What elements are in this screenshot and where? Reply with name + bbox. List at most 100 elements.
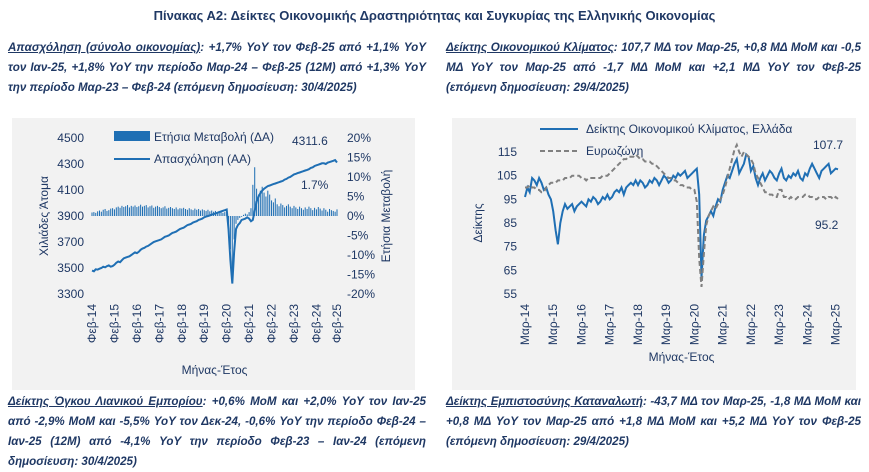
yoy-bar (128, 207, 130, 216)
consumer-paragraph: Δείκτης Εμπιστοσύνης Καταναλωτή: -43,7 Μ… (446, 392, 861, 452)
y-left-tick-label: 4500 (57, 131, 84, 145)
yoy-bar (233, 216, 235, 240)
yoy-bar (175, 207, 177, 216)
yoy-bar (334, 211, 336, 216)
yoy-bar (293, 205, 295, 216)
yoy-bar (282, 205, 284, 216)
yoy-bar (291, 208, 293, 216)
consumer-text: : -43,7 ΜΔ τον Μαρ-25, -1,8 ΜΔ MoM και +… (446, 395, 861, 448)
yoy-bar (145, 205, 147, 216)
retail-text: : +0,6% MoM και +2,0% YoY τον Ιαν-25 από… (8, 395, 426, 468)
x-tick-label: Μαρ-23 (772, 304, 786, 345)
yoy-bar (181, 208, 183, 216)
yoy-bar (274, 198, 276, 216)
yoy-bar (269, 194, 271, 216)
climate-text: : 107,7 ΜΔ τον Μαρ-25, +0,8 ΜΔ MoM και -… (446, 41, 861, 94)
yoy-bar (140, 204, 142, 216)
yoy-bar (319, 208, 321, 216)
yoy-bar (239, 216, 241, 218)
y-tick-label: 85 (504, 216, 518, 230)
legend-greece-label: Δείκτης Οικονομικού Κλίματος, Ελλάδα (586, 122, 792, 136)
yoy-bar (218, 211, 220, 216)
yoy-bar (179, 208, 181, 216)
yoy-bar (267, 190, 269, 216)
eurozone-line (525, 142, 839, 287)
x-tick-label: Φεβ-20 (220, 304, 234, 343)
x-tick-label: Μαρ-14 (518, 304, 532, 345)
yoy-bar (315, 209, 317, 216)
yoy-bar (130, 205, 132, 216)
y-right-tick-label: -20% (347, 287, 375, 301)
yoy-bar (299, 206, 301, 216)
greece-climate-line (524, 152, 839, 278)
yoy-bar (323, 208, 325, 216)
x-tick-label: Φεβ-17 (152, 304, 166, 343)
yoy-bar (271, 200, 273, 216)
yoy-bar (285, 205, 288, 216)
yoy-bar (132, 206, 134, 216)
yoy-bar (108, 210, 110, 216)
employment-heading: Απασχόληση (σύνολο οικονομίας) (8, 41, 201, 54)
yoy-bar (112, 208, 114, 216)
retail-heading: Δείκτης Όγκου Λιανικού Εμπορίου (8, 395, 203, 408)
yoy-bar (314, 207, 316, 216)
x-tick-label: Μαρ-24 (800, 304, 814, 345)
x-tick-label: Μαρ-17 (603, 304, 617, 345)
yoy-bar (183, 207, 185, 216)
x-tick-label: Μαρ-21 (716, 304, 730, 345)
climate-chart: 115 105 95 85 75 65 55 Δείκτης Μαρ-14 Μαρ-15 Μαρ-1… (452, 118, 856, 390)
yoy-bar (242, 214, 244, 216)
yoy-bar (235, 216, 237, 224)
annotation-last-employment: 4311.6 (292, 134, 328, 148)
x-tick-label: Μαρ-22 (744, 304, 758, 345)
yoy-bar (231, 216, 233, 273)
yoy-bar (211, 210, 213, 216)
yoy-bar (170, 207, 172, 216)
yoy-bar (199, 210, 201, 216)
x-tick-label: Μαρ-15 (546, 304, 560, 345)
yoy-bar (295, 207, 297, 216)
yoy-bar (304, 207, 306, 216)
consumer-heading: Δείκτης Εμπιστοσύνης Καταναλωτή (446, 395, 643, 408)
annotation-greece-last: 107.7 (813, 138, 843, 152)
yoy-bar (325, 209, 327, 216)
x-axis-title: Μήνας-Έτος (182, 363, 248, 377)
x-tick-label: Φεβ-23 (287, 304, 301, 343)
x-tick-label: Φεβ-14 (85, 304, 99, 343)
employment-paragraph: Απασχόληση (σύνολο οικονομίας): +1,7% Yo… (8, 38, 426, 98)
yoy-bar (205, 210, 207, 216)
x-tick-label: Φεβ-15 (107, 304, 121, 343)
x-tick-label: Μαρ-25 (829, 304, 843, 345)
y-right-tick-label: 15% (347, 151, 371, 165)
yoy-bar (196, 209, 198, 216)
yoy-bar (209, 211, 211, 216)
yoy-bar (287, 204, 289, 216)
yoy-bar (155, 206, 157, 216)
yoy-bar (123, 207, 125, 216)
yoy-bar (289, 206, 291, 216)
y-right-tick-label: -15% (347, 268, 375, 282)
x-tick-label: Φεβ-22 (265, 304, 279, 343)
yoy-bar (125, 206, 127, 216)
yoy-bar (117, 206, 119, 216)
yoy-bar (317, 207, 319, 216)
y-right-tick-label: 0% (347, 209, 365, 223)
employment-chart: 4500 4300 4100 3900 3700 3500 3300 20% 15% 10% 5% 0… (12, 118, 415, 390)
yoy-bar (149, 206, 151, 216)
y-left-tick-label: 3900 (57, 209, 84, 223)
yoy-bar (329, 208, 331, 216)
yoy-bar (330, 210, 332, 216)
x-tick-label: Φεβ-18 (175, 304, 189, 343)
climate-heading: Δείκτης Οικονομικού Κλίματος (446, 41, 614, 54)
yoy-bar (164, 206, 166, 216)
yoy-bar (310, 208, 312, 216)
yoy-bar (190, 209, 192, 216)
yoy-bar (297, 208, 299, 216)
annotation-eurozone-last: 95.2 (815, 218, 839, 232)
yoy-bar (106, 210, 108, 216)
y-right-tick-label: 10% (347, 170, 371, 184)
y-tick-label: 105 (497, 169, 517, 183)
yoy-bar (166, 208, 168, 216)
yoy-bar (265, 196, 267, 216)
yoy-bar (278, 206, 280, 216)
